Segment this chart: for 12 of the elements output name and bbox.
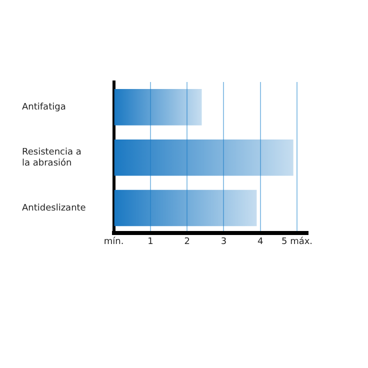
bar [114, 190, 257, 226]
x-tick-label: 2 [184, 236, 190, 247]
x-tick-label: 1 [148, 236, 154, 247]
bar [114, 139, 294, 176]
x-tick-label: 4 [258, 236, 264, 247]
x-tick-label: 3 [220, 236, 227, 247]
y-tick-label: Antifatiga [22, 102, 66, 113]
x-tick-label: mín. [104, 236, 124, 247]
y-tick-label: Antideslizante [22, 203, 86, 214]
bar [114, 89, 202, 126]
x-tick-label: 5 máx. [281, 236, 313, 247]
y-tick-label: Resistencia a la abrasión [22, 148, 82, 168]
